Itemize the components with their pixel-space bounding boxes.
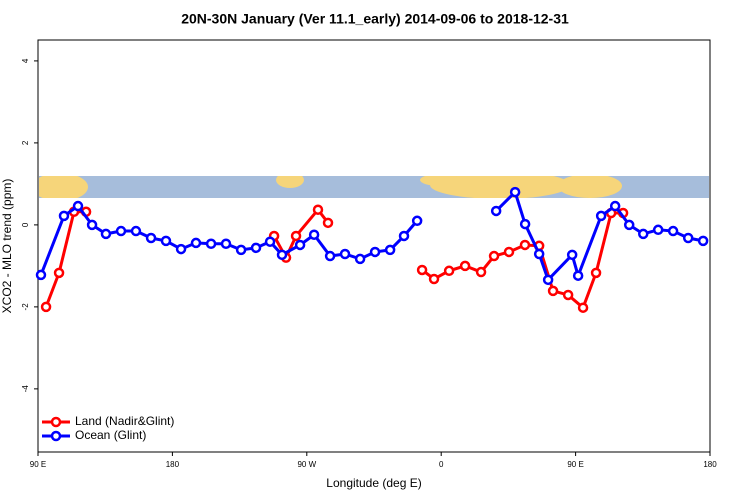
data-point: [572, 270, 584, 281]
data-point: [519, 218, 531, 230]
data-point: [312, 204, 324, 215]
data-point: [503, 246, 515, 258]
data-point: [190, 237, 202, 249]
data-point: [490, 205, 502, 217]
x-tick-label: 90 W: [297, 460, 316, 469]
data-point: [276, 249, 288, 261]
data-point: [290, 230, 302, 242]
data-point: [609, 200, 621, 212]
chart-title: 20N-30N January (Ver 11.1_early) 2014-09…: [181, 11, 569, 27]
data-point: [547, 285, 559, 297]
data-point: [542, 274, 554, 286]
data-point: [519, 239, 531, 251]
data-point: [264, 236, 276, 247]
x-tick-label: 90 E: [30, 460, 46, 469]
data-point: [475, 266, 487, 278]
data-point: [322, 217, 334, 229]
data-point: [398, 230, 410, 242]
data-point: [58, 210, 70, 222]
data-point: [294, 239, 306, 251]
data-point: [488, 250, 500, 262]
data-point: [86, 219, 98, 231]
data-point: [682, 232, 694, 244]
data-point: [339, 248, 351, 260]
data-point: [384, 244, 396, 256]
data-point: [595, 210, 607, 222]
data-point: [623, 219, 635, 231]
map-strip: [39, 176, 709, 198]
x-tick-label: 0: [439, 460, 444, 469]
y-tick-label: -4: [21, 385, 30, 393]
data-point: [369, 246, 381, 258]
data-point: [324, 250, 336, 262]
legend-label: Ocean (Glint): [75, 428, 146, 442]
data-point: [590, 267, 602, 279]
data-point: [53, 267, 65, 279]
y-axis-label: XCO2 - MLO trend (ppm): [0, 179, 14, 314]
plot-frame: [37, 39, 711, 453]
data-point: [533, 248, 545, 260]
data-point: [697, 235, 709, 247]
legend-marker: [50, 416, 62, 428]
data-point: [175, 243, 187, 255]
data-point: [354, 253, 366, 265]
data-point: [250, 242, 262, 254]
legend-label: Land (Nadir&Glint): [75, 414, 174, 428]
data-point: [160, 235, 172, 247]
data-point: [40, 301, 52, 313]
data-point: [115, 225, 127, 237]
data-point: [566, 249, 578, 261]
data-point: [416, 264, 428, 276]
data-point: [652, 224, 664, 236]
data-point: [443, 265, 455, 277]
x-tick-label: 90 E: [567, 460, 583, 469]
data-point: [509, 186, 521, 198]
series-line: [39, 189, 704, 283]
x-tick-label: 180: [703, 460, 717, 469]
data-point: [130, 225, 142, 237]
data-point: [235, 244, 247, 256]
data-point: [577, 302, 589, 313]
legend-marker: [50, 430, 62, 442]
data-point: [145, 232, 157, 244]
data-point: [637, 228, 649, 240]
data-point: [562, 289, 574, 301]
y-tick-label: 4: [21, 58, 30, 63]
data-point: [411, 215, 423, 227]
data-point: [35, 269, 47, 281]
data-point: [220, 238, 232, 249]
y-tick-label: 2: [21, 140, 30, 145]
x-tick-label: 180: [166, 460, 180, 469]
data-point: [205, 238, 217, 249]
data-point: [459, 260, 471, 272]
data-point: [308, 229, 320, 240]
data-point: [100, 228, 112, 240]
data-point: [72, 200, 84, 212]
y-tick-label: 0: [21, 222, 30, 227]
x-axis-label: Longitude (deg E): [326, 476, 421, 490]
data-point: [428, 273, 440, 285]
data-point: [667, 225, 679, 237]
y-tick-label: -2: [21, 303, 30, 311]
